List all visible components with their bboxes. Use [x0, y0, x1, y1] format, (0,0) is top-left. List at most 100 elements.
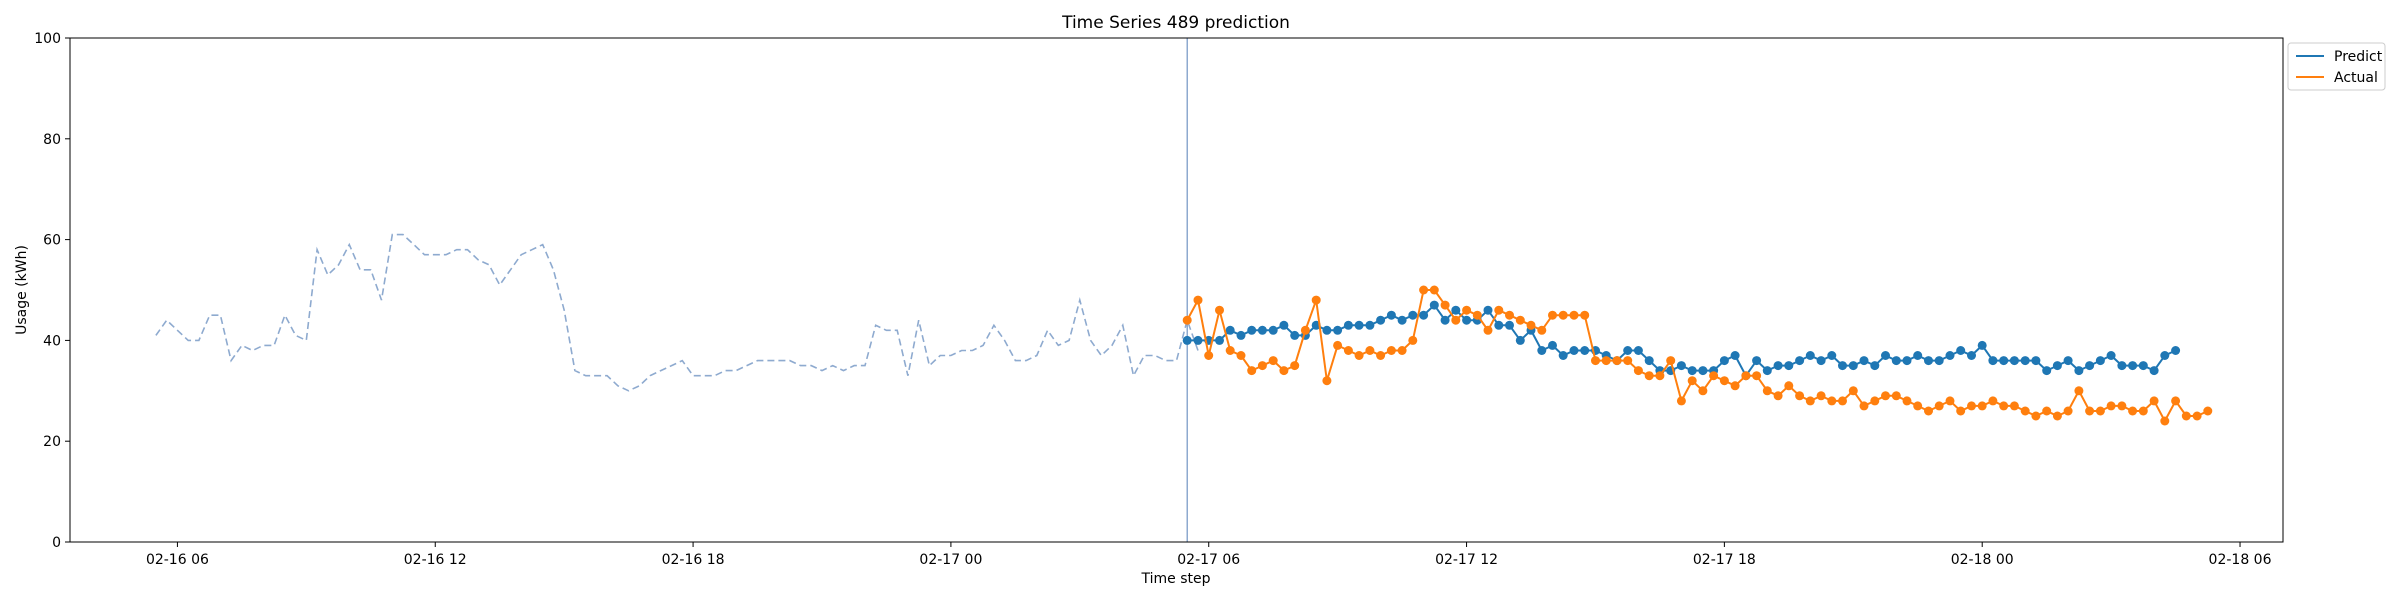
point-actual: [1676, 396, 1686, 406]
point-actual: [1300, 325, 1310, 335]
point-predict: [1236, 330, 1246, 340]
point-predict: [1913, 351, 1923, 360]
point-predict: [1397, 315, 1407, 325]
point-predict: [1644, 356, 1654, 366]
point-predict: [2160, 351, 2170, 360]
legend-box: [2287, 42, 2386, 91]
y-tick-label: 20: [43, 434, 61, 450]
point-actual: [1924, 406, 1933, 416]
plot-area: [155, 38, 2213, 542]
point-predict: [1934, 356, 1944, 366]
point-actual: [1623, 356, 1633, 366]
point-actual: [1472, 310, 1482, 320]
point-actual: [1773, 391, 1783, 401]
point-actual: [1601, 356, 1611, 366]
point-predict: [1268, 325, 1278, 335]
point-actual: [1719, 376, 1729, 386]
point-predict: [1827, 351, 1837, 360]
point-actual: [2203, 406, 2213, 416]
point-actual: [2117, 401, 2127, 411]
point-actual: [1322, 376, 1332, 386]
point-predict: [1999, 356, 2009, 366]
point-actual: [1977, 401, 1987, 411]
point-predict: [1956, 346, 1966, 355]
point-predict: [1881, 351, 1890, 360]
point-actual: [1612, 356, 1622, 366]
point-actual: [1891, 391, 1901, 401]
y-axis: 0 20 40 60 80 100: [34, 31, 70, 551]
point-actual: [1225, 346, 1235, 355]
point-predict: [1719, 356, 1729, 366]
point-predict: [2171, 346, 2181, 355]
point-actual: [2106, 401, 2116, 411]
point-actual: [1945, 396, 1955, 406]
point-predict: [1816, 356, 1826, 366]
point-predict: [1483, 305, 1493, 315]
point-predict: [1386, 310, 1396, 320]
point-actual: [1988, 396, 1998, 406]
point-predict: [1494, 320, 1504, 330]
point-predict: [2074, 366, 2084, 376]
point-predict: [2052, 361, 2062, 371]
point-predict: [2106, 351, 2116, 360]
point-actual: [1967, 401, 1976, 411]
point-actual: [2042, 406, 2052, 416]
point-actual: [1483, 325, 1493, 335]
point-actual: [1386, 346, 1396, 355]
point-actual: [1848, 386, 1858, 396]
point-predict: [1215, 335, 1224, 345]
point-actual: [1591, 356, 1600, 366]
point-predict: [1891, 356, 1901, 366]
point-predict: [1440, 315, 1450, 325]
point-actual: [1881, 391, 1890, 401]
point-actual: [1655, 371, 1665, 381]
point-predict: [1247, 325, 1257, 335]
x-tick-label: 02-16 06: [146, 552, 209, 568]
y-tick-label: 60: [43, 233, 61, 249]
point-predict: [1290, 330, 1300, 340]
point-actual: [2009, 401, 2019, 411]
point-predict: [1848, 361, 1858, 371]
point-actual: [1429, 285, 1439, 295]
point-actual: [1397, 346, 1407, 355]
point-predict: [1333, 325, 1343, 335]
point-actual: [1376, 351, 1386, 360]
point-actual: [1257, 361, 1267, 371]
point-predict: [1805, 351, 1815, 360]
point-predict: [1354, 320, 1364, 330]
x-tick-label: 02-16 18: [662, 552, 725, 568]
point-actual: [1805, 396, 1815, 406]
point-actual: [1580, 310, 1590, 320]
point-predict: [1687, 366, 1697, 376]
point-predict: [1537, 346, 1547, 355]
point-actual: [1365, 346, 1375, 355]
point-actual: [1730, 381, 1740, 391]
point-actual: [1182, 315, 1192, 325]
point-actual: [1204, 351, 1214, 360]
point-predict: [1967, 351, 1976, 360]
point-predict: [1580, 346, 1590, 355]
point-predict: [1698, 366, 1708, 376]
point-predict: [1870, 361, 1880, 371]
series-predict: [1182, 300, 2181, 381]
point-actual: [1816, 391, 1826, 401]
point-actual: [1741, 371, 1751, 381]
point-predict: [2138, 361, 2148, 371]
point-predict: [1182, 335, 1192, 345]
x-tick-label: 02-17 00: [919, 552, 982, 568]
plot-frame: [69, 37, 2284, 543]
legend-label-predict: Predict: [2334, 49, 2383, 65]
point-actual: [2138, 406, 2148, 416]
point-actual: [2160, 416, 2170, 426]
x-tick-label: 02-18 06: [2209, 552, 2272, 568]
point-predict: [1773, 361, 1783, 371]
point-actual: [1752, 371, 1762, 381]
point-predict: [1762, 366, 1772, 376]
point-actual: [2074, 386, 2084, 396]
point-predict: [1977, 340, 1987, 350]
point-actual: [1408, 335, 1418, 345]
point-actual: [1666, 356, 1676, 366]
point-predict: [1365, 320, 1375, 330]
point-actual: [2020, 406, 2030, 416]
point-actual: [1558, 310, 1568, 320]
